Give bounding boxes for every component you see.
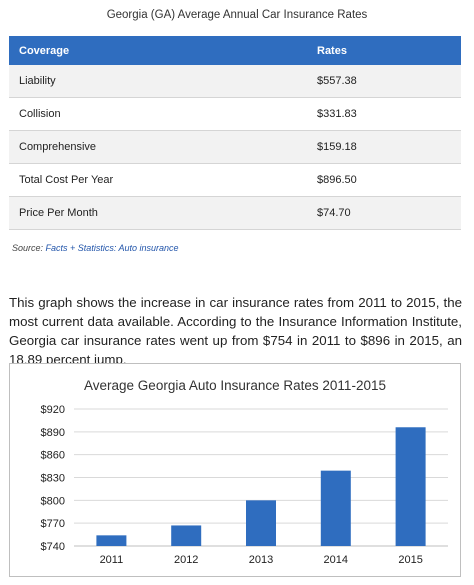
table-caption: Georgia (GA) Average Annual Car Insuranc… xyxy=(106,9,368,21)
chart-title: Average Georgia Auto Insurance Rates 201… xyxy=(84,378,386,393)
rate-cell: $896.50 xyxy=(307,163,461,197)
y-tick-label: $740 xyxy=(41,541,65,553)
column-header-coverage: Coverage xyxy=(9,36,307,65)
table-row: Total Cost Per Year $896.50 xyxy=(9,163,461,197)
coverage-cell: Total Cost Per Year xyxy=(9,163,307,197)
bar-chart: Average Georgia Auto Insurance Rates 201… xyxy=(9,363,461,577)
rate-cell: $74.70 xyxy=(307,196,461,230)
source-note: Source: Facts + Statistics: Auto insuran… xyxy=(12,243,179,253)
rate-cell: $331.83 xyxy=(307,97,461,131)
bar-2013 xyxy=(246,500,276,546)
table-row: Comprehensive $159.18 xyxy=(9,130,461,164)
bar-2011 xyxy=(96,535,127,546)
table-row: Collision $331.83 xyxy=(9,97,461,131)
x-tick-label: 2012 xyxy=(174,554,198,566)
y-tick-label: $770 xyxy=(41,518,65,530)
body-paragraph: This graph shows the increase in car ins… xyxy=(9,295,462,368)
bar-2015 xyxy=(395,427,426,546)
source-link[interactable]: Facts + Statistics: Auto insurance xyxy=(45,243,179,253)
y-tick-label: $890 xyxy=(41,427,65,439)
rate-cell: $557.38 xyxy=(307,65,461,98)
y-tick-label: $800 xyxy=(41,495,65,507)
x-tick-label: 2014 xyxy=(324,554,348,566)
coverage-cell: Liability xyxy=(9,65,307,98)
chart-svg: Average Georgia Auto Insurance Rates 201… xyxy=(41,378,448,566)
rate-cell: $159.18 xyxy=(307,130,461,164)
coverage-cell: Comprehensive xyxy=(9,130,307,164)
rates-table: Coverage Rates Liability $557.38 Collisi… xyxy=(9,36,461,230)
table-header-row: Coverage Rates xyxy=(9,36,461,65)
y-tick-label: $860 xyxy=(41,450,65,462)
x-tick-label: 2013 xyxy=(249,554,273,566)
y-tick-label: $920 xyxy=(41,404,65,416)
y-tick-label: $830 xyxy=(41,473,65,485)
x-tick-label: 2011 xyxy=(100,554,124,566)
coverage-cell: Price Per Month xyxy=(9,196,307,230)
x-tick-label: 2015 xyxy=(398,554,422,566)
coverage-cell: Collision xyxy=(9,97,307,131)
bar-2014 xyxy=(320,470,351,546)
bar-2012 xyxy=(171,525,202,546)
source-prefix: Source: xyxy=(12,243,44,253)
column-header-rates: Rates xyxy=(307,36,461,65)
table-row: Liability $557.38 xyxy=(9,65,461,98)
table-row: Price Per Month $74.70 xyxy=(9,196,461,230)
